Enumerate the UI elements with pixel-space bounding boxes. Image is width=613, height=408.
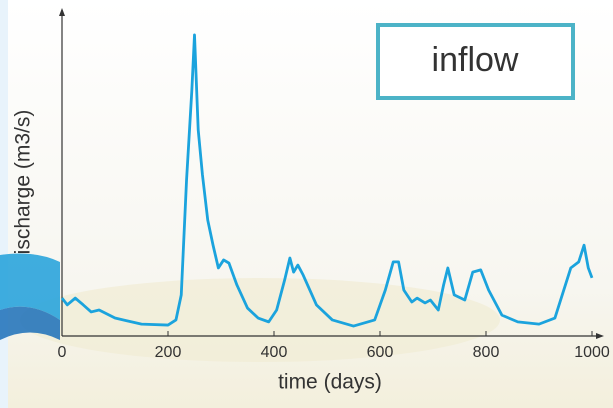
legend-box xyxy=(376,23,575,100)
decor-swoosh xyxy=(0,306,60,340)
x-tick-label: 0 xyxy=(58,344,67,361)
data-line xyxy=(60,33,594,328)
legend-label: inflow xyxy=(432,41,519,79)
x-tick-label: 600 xyxy=(367,344,394,361)
x-tick-label: 1000 xyxy=(574,344,610,361)
decor-swoosh xyxy=(0,253,60,320)
left-strip xyxy=(0,0,8,408)
x-tick-label: 200 xyxy=(155,344,182,361)
x-axis-arrow xyxy=(596,333,604,339)
x-axis-label: time (days) xyxy=(278,371,382,394)
y-axis-arrow xyxy=(59,8,65,16)
y-axis-label: ischarge (m3/s) xyxy=(12,110,35,255)
x-tick-label: 400 xyxy=(261,344,288,361)
x-tick-label: 800 xyxy=(473,344,500,361)
